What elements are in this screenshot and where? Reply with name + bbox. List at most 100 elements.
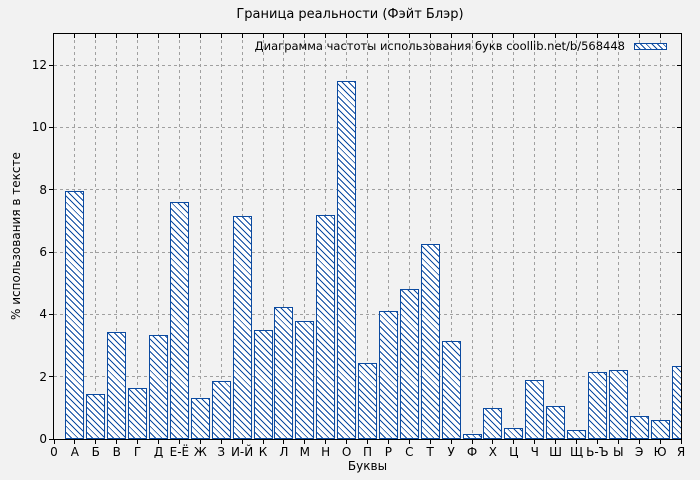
- x-tick-label: Ю: [653, 445, 667, 459]
- x-tick-mirror: [262, 34, 264, 38]
- bar-З: [211, 381, 231, 439]
- x-tick: [262, 440, 264, 444]
- x-tick: [659, 440, 661, 444]
- x-gridline: [471, 34, 473, 439]
- x-tick-label: У: [447, 445, 455, 459]
- x-gridline: [429, 34, 431, 439]
- x-tick-mirror: [534, 34, 536, 38]
- x-tick-label: Ч: [530, 445, 539, 459]
- x-tick-label: А: [70, 445, 79, 459]
- y-tick-mirror: [677, 126, 681, 128]
- x-tick-label: Б: [91, 445, 100, 459]
- x-tick-mirror: [576, 34, 577, 38]
- x-tick: [325, 440, 327, 444]
- bar-Ю: [650, 420, 670, 439]
- bar-Э: [629, 416, 649, 439]
- x-tick: [241, 440, 243, 444]
- x-tick: [116, 440, 118, 444]
- bar-Б: [86, 394, 106, 439]
- x-tick-label: Ш: [549, 445, 563, 459]
- bar-Г: [128, 388, 148, 439]
- bar-К: [253, 330, 273, 439]
- x-tick-mirror: [346, 34, 348, 38]
- x-tick-mirror: [387, 34, 389, 38]
- x-tick: [596, 440, 598, 444]
- bar-Ц: [504, 428, 524, 439]
- x-tick: [178, 440, 180, 444]
- x-tick-mirror: [116, 34, 118, 38]
- bar-Т: [420, 244, 440, 439]
- bar-Е-Ё: [169, 202, 189, 439]
- x-tick: [137, 440, 139, 444]
- y-tick: [49, 189, 53, 191]
- bar-Щ: [567, 430, 586, 439]
- x-tick-mirror: [596, 34, 598, 38]
- x-tick-label: Щ: [569, 445, 584, 459]
- x-gridline: [262, 34, 264, 439]
- bar-Д: [149, 335, 168, 439]
- x-tick-label: Ж: [193, 445, 207, 459]
- x-tick-mirror: [95, 34, 97, 38]
- x-tick: [387, 440, 389, 444]
- x-tick-label: Д: [153, 445, 164, 459]
- y-tick: [49, 376, 53, 378]
- bar-Н: [316, 215, 336, 439]
- x-tick-mirror: [492, 34, 494, 38]
- y-tick-label: 12: [31, 58, 47, 73]
- x-gridline: [638, 34, 640, 439]
- x-tick-mirror: [659, 34, 661, 38]
- y-tick-label: 0: [39, 432, 47, 446]
- x-tick-label: Л: [279, 445, 289, 459]
- y-tick-mirror: [677, 64, 681, 66]
- x-tick: [534, 440, 536, 444]
- bar-Я: [671, 366, 681, 439]
- x-tick: [304, 440, 306, 444]
- x-tick-mirror: [74, 34, 76, 38]
- chart-title: Граница реальности (Фэйт Блэр): [236, 7, 464, 22]
- bar-Ь-Ъ: [587, 372, 607, 439]
- x-tick-label: Е-Ё: [169, 445, 190, 459]
- x-tick-mirror: [178, 34, 180, 38]
- x-tick-mirror: [429, 34, 431, 38]
- bar-В: [107, 332, 127, 439]
- x-tick-label: Р: [384, 445, 393, 459]
- x-tick-label: Ь-Ъ: [586, 445, 609, 459]
- x-tick: [220, 440, 222, 444]
- x-tick-mirror: [617, 34, 619, 38]
- x-gridline: [576, 34, 577, 439]
- legend: Диаграмма частоты использования букв coo…: [255, 39, 667, 53]
- x-tick-mirror: [680, 34, 681, 38]
- x-tick: [576, 440, 577, 444]
- bar-Ж: [190, 398, 210, 439]
- y-tick-label: 4: [39, 307, 47, 322]
- x-tick-mirror: [137, 34, 139, 38]
- x-gridline: [555, 34, 557, 439]
- bar-С: [399, 289, 419, 439]
- x-tick: [346, 440, 348, 444]
- x-gridline: [304, 34, 306, 439]
- x-tick-label: Ф: [466, 445, 478, 459]
- x-tick-mirror: [471, 34, 473, 38]
- x-tick-mirror: [513, 34, 515, 38]
- x-gridline: [116, 34, 118, 439]
- x-axis-label: Буквы: [347, 459, 388, 473]
- x-tick: [492, 440, 494, 444]
- x-gridline: [158, 34, 159, 439]
- x-gridline: [534, 34, 536, 439]
- x-gridline: [596, 34, 598, 439]
- x-tick-label: 0: [50, 445, 58, 459]
- x-tick-label: Н: [321, 445, 331, 459]
- x-tick: [555, 440, 557, 444]
- x-gridline: [659, 34, 661, 439]
- plot-area: Диаграмма частоты использования букв coo…: [53, 33, 682, 440]
- y-tick-label: 10: [31, 120, 47, 135]
- x-tick: [450, 440, 452, 444]
- bar-П: [358, 363, 377, 439]
- x-tick: [617, 440, 619, 444]
- x-gridline: [450, 34, 452, 439]
- x-gridline: [199, 34, 201, 439]
- x-tick-label: Т: [426, 445, 434, 459]
- x-tick: [471, 440, 473, 444]
- y-tick-mirror: [677, 189, 681, 191]
